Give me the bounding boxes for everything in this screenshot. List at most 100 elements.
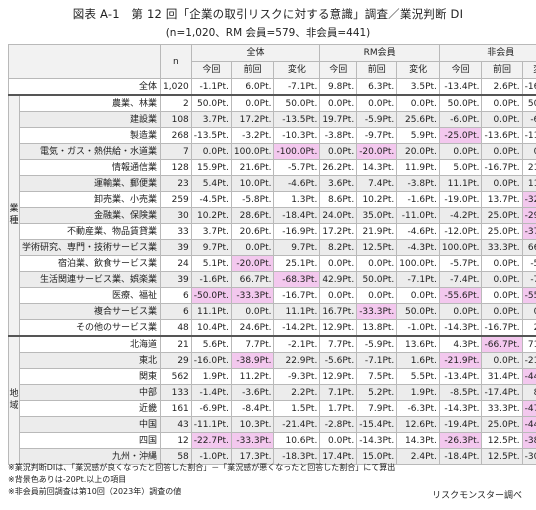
table-row: 近畿 161 -6.9Pt. -8.4Pt. 1.5Pt. 1.7Pt. 7.9Pt. -6.… [9,400,536,417]
value-cell: 24.6Pt. [230,319,275,337]
value-cell: -2.1Pt. [273,335,321,353]
value-cell: -66.7Pt. [481,335,523,353]
value-cell: -29.2Pt. [521,207,536,224]
value-cell: 25.0Pt. [481,207,523,224]
value-cell: -16.9Pt. [273,223,321,240]
value-cell: -1.1Pt. [190,78,232,96]
value-cell: 0.0Pt. [356,94,398,112]
table-row: 中部 133 -1.4Pt. -3.6Pt. 2.2Pt. 7.1Pt. 5.2Pt. 1.9… [9,384,536,401]
value-cell: -11.1Pt. [190,416,232,433]
value-cell: 8.6Pt. [319,191,358,208]
value-cell: 1.3Pt. [273,191,321,208]
value-cell: 1.7Pt. [319,400,358,417]
value-cell: 10.6Pt. [273,432,321,449]
row-label: 生活関連サービス業、娯楽業 [18,271,162,288]
group-label: 業種 [9,204,19,226]
value-cell: 0.0Pt. [396,94,440,112]
value-cell: -7.4Pt. [438,271,483,288]
header-group-all: 全体 [190,44,321,62]
value-cell: -6.9Pt. [190,400,232,417]
group-label: 地域 [9,389,19,411]
value-cell: 19.7Pt. [319,111,358,128]
header-sub: 前回 [481,61,523,79]
row-n: 268 [160,127,192,144]
value-cell: 16.7Pt. [319,303,358,320]
row-n: 43 [160,416,192,433]
value-cell: 8.2Pt. [319,239,358,256]
table-row: 四国 12 -22.7Pt. -33.3Pt. 10.6Pt. 0.0Pt. -14.3Pt… [9,432,536,449]
value-cell: 2.4Pt. [396,448,440,465]
row-n: 12 [160,432,192,449]
table-row: 不動産業、物品賃貸業 33 3.7Pt. 20.6Pt. -16.9Pt. 17.2Pt.… [9,223,536,240]
value-cell: -3.6Pt. [230,384,275,401]
value-cell: 15.9Pt. [190,159,232,176]
value-cell: -26.3Pt. [438,432,483,449]
row-label: 東北 [18,352,162,369]
value-cell: -2.8Pt. [319,416,358,433]
value-cell: 17.2Pt. [230,111,275,128]
value-cell: 0.0Pt. [190,143,232,160]
table-row: 地域 北海道 21 5.6Pt. 7.7Pt. -2.1Pt. 7.7Pt. -5.9Pt. 1… [8,335,536,465]
value-cell: 21.9Pt. [356,223,398,240]
value-cell: -1.0Pt. [396,319,440,337]
value-cell: -21.4Pt. [273,416,321,433]
value-cell: 26.2Pt. [319,159,358,176]
value-cell: 0.0Pt. [319,255,358,272]
table-row: 関東 562 1.9Pt. 11.2Pt. -9.3Pt. 12.9Pt. 7.5Pt. 5.… [9,368,536,385]
value-cell: -32.7Pt. [521,191,536,208]
value-cell: 0.0Pt. [396,287,440,304]
value-cell: 0.0Pt. [319,287,358,304]
header-sub: 変化 [273,61,321,79]
table-row: 宿泊業、飲食サービス業 24 5.1Pt. -20.0Pt. 25.1Pt. 0.0Pt.… [9,255,536,272]
di-table: n 全体 RM会員 非会員 今回 前回 変化 今回 前回 変化 今回 前回 変化… [7,44,536,465]
value-cell: -7.4Pt. [521,271,536,288]
value-cell: 13.6Pt. [396,335,440,353]
value-cell: -100.0Pt. [273,143,321,160]
value-cell: -68.3Pt. [273,271,321,288]
row-label: 四国 [18,432,162,449]
value-cell: -11.4Pt. [521,127,536,144]
value-cell: 3.5Pt. [396,78,440,96]
value-cell: 17.3Pt. [230,448,275,465]
value-cell: -25.0Pt. [438,127,483,144]
value-cell: 25.6Pt. [396,111,440,128]
table-row: 複合サービス業 6 11.1Pt. 0.0Pt. 11.1Pt. 16.7Pt. -33.3… [9,303,536,320]
row-label: 全体 [7,78,162,96]
value-cell: 5.6Pt. [190,335,232,353]
header-sub: 今回 [190,61,232,79]
row-n: 7 [160,143,192,160]
header-sub: 変化 [521,61,536,79]
value-cell: 100.0Pt. [396,255,440,272]
value-cell: 3.6Pt. [319,175,358,192]
value-cell: -10.3Pt. [273,127,321,144]
row-label: 建設業 [18,111,162,128]
header-sub: 前回 [356,61,398,79]
value-cell: -55.6Pt. [438,287,483,304]
value-cell: -5.7Pt. [438,255,483,272]
value-cell: 5.1Pt. [190,255,232,272]
value-cell: 33.3Pt. [481,239,523,256]
value-cell: -5.7Pt. [521,255,536,272]
row-label: 医療、福祉 [18,287,162,304]
value-cell: -11.0Pt. [396,207,440,224]
value-cell: -47.6Pt. [521,400,536,417]
value-cell: 4.3Pt. [438,335,483,353]
value-cell: -12.0Pt. [438,223,483,240]
value-cell: 0.0Pt. [438,143,483,160]
value-cell: 2.2Pt. [273,384,321,401]
value-cell: 22.9Pt. [273,352,321,369]
row-n: 161 [160,400,192,417]
value-cell: -13.5Pt. [273,111,321,128]
table-row: 学術研究、専門・技術サービス業 39 9.7Pt. 0.0Pt. 9.7Pt. 8.2Pt… [9,239,536,256]
value-cell: -38.8Pt. [521,432,536,449]
value-cell: -1.6Pt. [396,191,440,208]
value-cell: 33.3Pt. [481,400,523,417]
value-cell: 0.0Pt. [356,255,398,272]
value-cell: 17.4Pt. [319,448,358,465]
value-cell: -50.0Pt. [190,287,232,304]
value-cell: 50.0Pt. [438,94,483,112]
table-row: 九州・沖縄 58 -1.0Pt. 17.3Pt. -18.3Pt. 17.4Pt. 15.0… [9,448,536,465]
value-cell: 12.6Pt. [396,416,440,433]
value-cell: -9.7Pt. [356,127,398,144]
value-cell: 0.0Pt. [481,175,523,192]
